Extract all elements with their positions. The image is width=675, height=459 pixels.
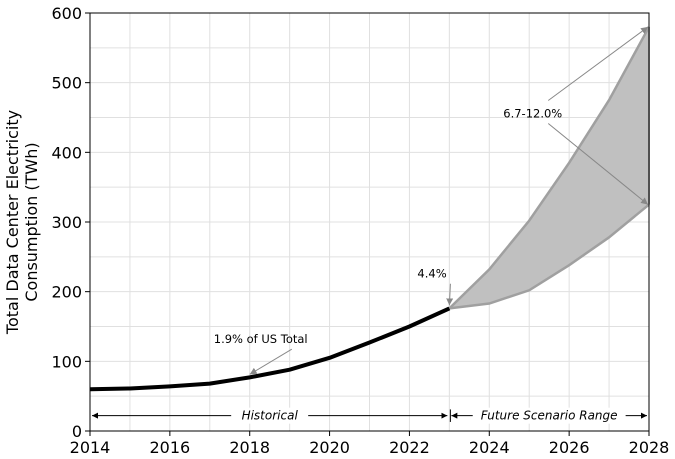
y-tick-label: 400	[51, 143, 82, 162]
x-tick-label: 2020	[309, 438, 350, 457]
x-tick-label: 2018	[229, 438, 270, 457]
annotation-arrow	[249, 348, 293, 375]
y-tick-label: 500	[51, 74, 82, 93]
y-tick-label: 100	[51, 352, 82, 371]
x-tick-label: 2024	[469, 438, 510, 457]
scenario-range-area	[448, 26, 651, 310]
historical-series	[89, 306, 451, 392]
range-label-bg	[472, 407, 626, 424]
x-tick-label: 2016	[149, 438, 190, 457]
scenario-range-fill	[449, 26, 649, 309]
x-tick-label: 2026	[549, 438, 590, 457]
annotation-label: 1.9% of US Total	[214, 332, 308, 346]
y-tick-label: 600	[51, 4, 82, 23]
range-arrows: Historical Future Scenario Range	[92, 407, 647, 424]
y-tick-label: 0	[72, 422, 82, 441]
tick-labels: 2014 2016 2018 2020 2022 2024 2026 2028 0 100 200 3…	[51, 4, 669, 457]
range-label: Historical	[242, 409, 299, 423]
x-tick-label: 2022	[389, 438, 430, 457]
annotation-arrow-upper	[547, 26, 649, 101]
annotation-label: 4.4%	[417, 267, 446, 281]
annotations: 1.9% of US Total 4.4% 6.7-12.0%	[214, 26, 649, 375]
x-tick-label: 2028	[629, 438, 670, 457]
y-tick-label: 300	[51, 213, 82, 232]
y-axis-label-line2: Consumption (TWh)	[22, 142, 41, 301]
annotation-label: 6.7-12.0%	[503, 107, 562, 121]
y-axis-label-line1: Total Data Center Electricity	[3, 110, 22, 335]
historical-line	[89, 306, 451, 392]
scenario-lower-edge	[449, 203, 650, 310]
annotation-arrow	[446, 283, 454, 306]
annotation-arrow-lower	[547, 123, 649, 205]
scenario-upper-edge	[448, 26, 651, 310]
range-label-bg	[231, 407, 309, 424]
x-tick-label: 2014	[70, 438, 111, 457]
range-label: Future Scenario Range	[481, 409, 618, 423]
y-tick-label: 200	[51, 283, 82, 302]
